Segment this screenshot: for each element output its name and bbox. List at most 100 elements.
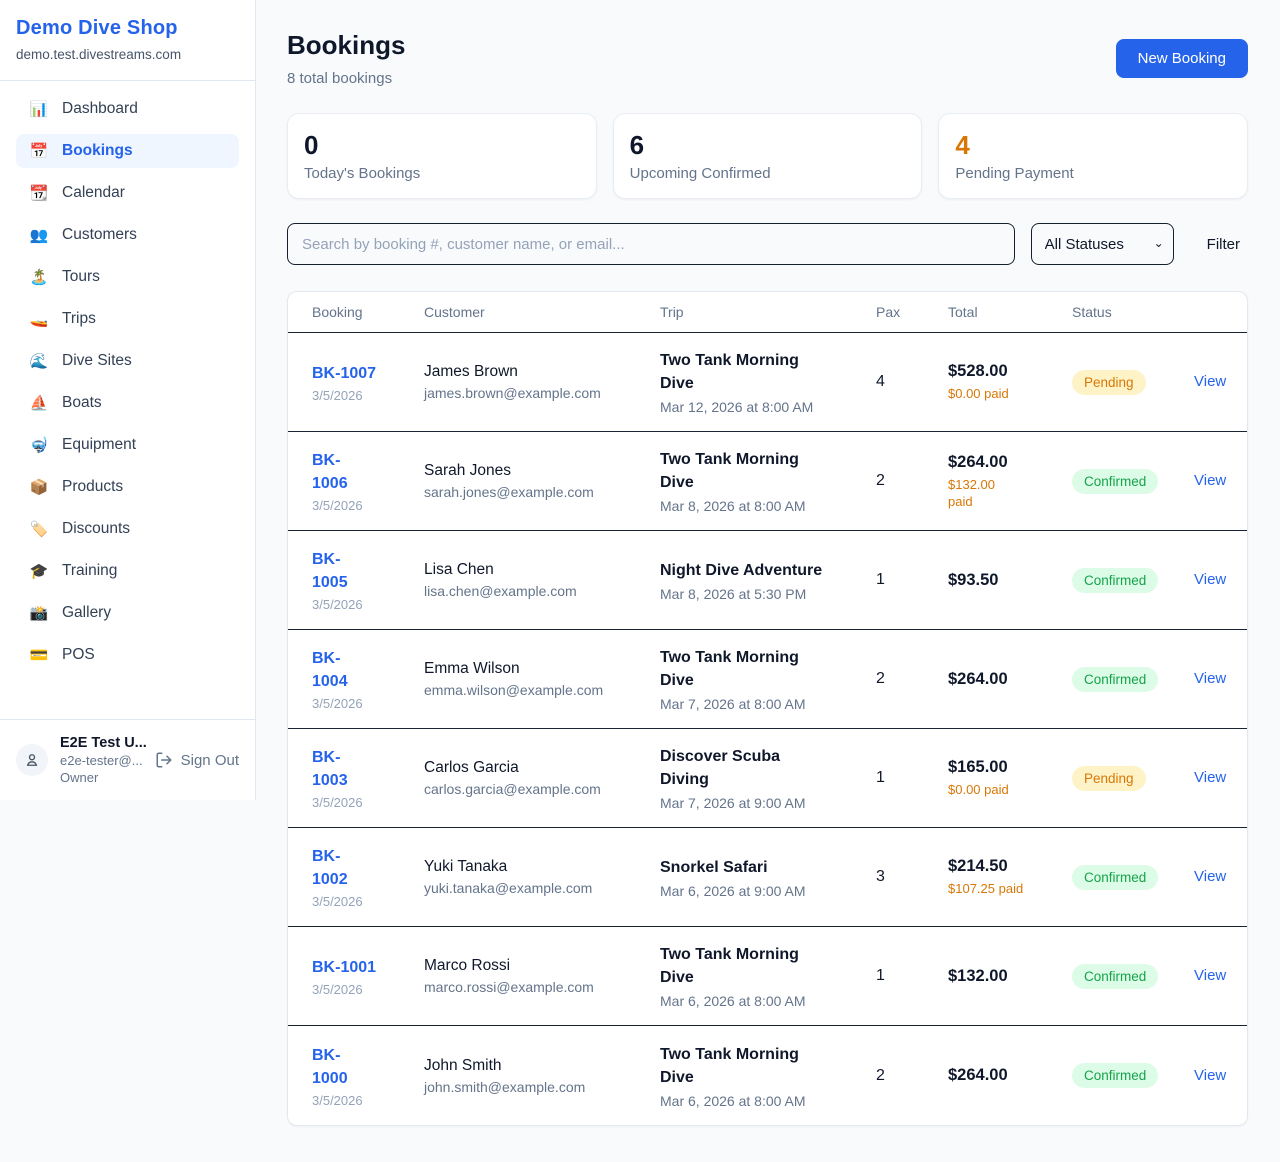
sidebar-item-customers[interactable]: 👥 Customers [16,218,239,252]
user-name: E2E Test U... [60,735,147,751]
booking-id-link[interactable]: BK-1001 [312,958,377,976]
status-badge: Confirmed [1072,963,1159,989]
trip-name: Two Tank Morning Dive [660,946,799,986]
search-input[interactable] [287,223,1015,265]
camera-flash-icon: 📸 [29,605,49,622]
column-header-total: Total [948,304,978,320]
sidebar-item-pos[interactable]: 💳 POS [16,638,239,672]
view-booking-link[interactable]: View [1194,868,1227,885]
status-badge: Confirmed [1072,1063,1159,1088]
trip-name: Two Tank Morning Dive [660,451,799,491]
view-booking-link[interactable]: View [1194,670,1227,687]
total-amount: $132.00 [948,966,1008,985]
paid-amount: $107.25 paid [948,881,1024,896]
sidebar-item-boats[interactable]: ⛵ Boats [16,386,239,420]
booking-date: 3/5/2026 [312,387,363,403]
sidebar-item-training[interactable]: 🎓 Training [16,554,239,588]
paid-amount: $132.00 paid [948,476,995,509]
customer-name: Lisa Chen [424,561,494,578]
total-amount: $93.50 [948,570,999,589]
sidebar-item-label: Bookings [62,142,133,159]
new-booking-button[interactable]: New Booking [1115,39,1248,78]
column-header-status: Status [1072,304,1112,320]
user-info: E2E Test U... e2e-tester@... Owner [60,735,147,785]
status-badge: Pending [1072,765,1146,791]
sidebar-item-dashboard[interactable]: 📊 Dashboard [16,92,239,126]
view-booking-link[interactable]: View [1194,571,1227,588]
booking-id-link[interactable]: BK- 1002 [312,848,348,888]
booking-date: 3/5/2026 [312,498,363,513]
bar-chart-icon: 📊 [29,101,49,118]
table-row: BK- 1004 3/5/2026 Emma Wilson emma.wilso… [288,630,1247,729]
booking-date: 3/5/2026 [312,1092,363,1108]
sidebar-nav: 📊 Dashboard 📅 Bookings 📆 Calendar 👥 Cust… [0,81,255,719]
speedboat-icon: 🚤 [29,311,49,328]
stat-label: Today's Bookings [304,165,421,182]
sidebar-item-label: Dashboard [62,100,138,117]
customer-name: Sarah Jones [424,462,512,479]
booking-id-link[interactable]: BK-1007 [312,364,377,382]
sidebar-item-gallery[interactable]: 📸 Gallery [16,596,239,630]
sidebar-item-products[interactable]: 📦 Products [16,470,239,504]
graduation-cap-icon: 🎓 [29,563,49,580]
customer-name: John Smith [424,1056,502,1074]
status-badge: Pending [1072,369,1146,395]
booking-id-link[interactable]: BK- 1006 [312,452,348,492]
table-row: BK- 1003 3/5/2026 Carlos Garcia carlos.g… [288,729,1247,828]
stat-card: 0 Today's Bookings [287,113,597,199]
package-icon: 📦 [29,479,49,496]
customer-email: sarah.jones@example.com [424,484,594,500]
booking-date: 3/5/2026 [312,795,363,810]
table-row: BK-1007 3/5/2026 James Brown james.brown… [288,333,1247,432]
view-booking-link[interactable]: View [1194,472,1227,489]
booking-id-link[interactable]: BK- 1005 [312,551,348,591]
table-row: BK-1001 3/5/2026 Marco Rossi marco.rossi… [288,927,1247,1026]
status-filter-select[interactable]: All Statuses [1030,223,1174,265]
sidebar-item-calendar[interactable]: 📆 Calendar [16,176,239,210]
sidebar-item-label: Customers [62,226,137,243]
filter-button[interactable]: Filter [1199,236,1248,253]
view-booking-link[interactable]: View [1194,967,1227,984]
trip-name: Two Tank Morning Dive [660,352,799,392]
table-row: BK- 1005 3/5/2026 Lisa Chen lisa.chen@ex… [288,531,1247,630]
customer-name: Carlos Garcia [424,759,519,776]
status-badge: Confirmed [1072,567,1159,593]
column-header-booking: Booking [312,304,363,320]
calendar-icon: 📅 [29,143,49,160]
trip-name: Night Dive Adventure [660,561,823,579]
sidebar-item-trips[interactable]: 🚤 Trips [16,302,239,336]
sign-out-button[interactable]: Sign Out [155,751,239,769]
sidebar-item-tours[interactable]: 🏝️ Tours [16,260,239,294]
sidebar-item-dive-sites[interactable]: 🌊 Dive Sites [16,344,239,378]
sidebar-item-label: POS [62,646,95,663]
table-row: BK- 1000 3/5/2026 John Smith john.smith@… [288,1026,1247,1125]
bookings-table: Booking Customer Trip Pax Total Status B… [287,291,1248,1126]
trip-datetime: Mar 6, 2026 at 8:00 AM [660,993,806,1009]
table-header-row: Booking Customer Trip Pax Total Status [288,292,1247,333]
customer-name: Yuki Tanaka [424,858,508,875]
status-badge: Confirmed [1072,864,1159,890]
trip-datetime: Mar 6, 2026 at 8:00 AM [660,1092,806,1109]
sidebar-item-label: Tours [62,268,100,285]
booking-id-link[interactable]: BK- 1003 [312,749,348,789]
main-content: Bookings 8 total bookings New Booking 0 … [256,0,1280,1162]
sidebar-item-equipment[interactable]: 🤿 Equipment [16,428,239,462]
person-icon [26,754,38,766]
stat-label: Upcoming Confirmed [629,165,771,182]
sidebar-item-bookings[interactable]: 📅 Bookings [16,134,239,168]
sidebar-item-label: Training [62,562,118,579]
booking-date: 3/5/2026 [312,696,363,711]
view-booking-link[interactable]: View [1194,1066,1227,1084]
total-amount: $264.00 [948,1066,1008,1084]
sidebar-item-discounts[interactable]: 🏷️ Discounts [16,512,239,546]
view-booking-link[interactable]: View [1194,373,1227,390]
sidebar-header: Demo Dive Shop demo.test.divestreams.com [0,0,255,81]
trip-name: Two Tank Morning Dive [660,649,799,689]
people-icon: 👥 [29,227,49,244]
booking-id-link[interactable]: BK- 1004 [312,650,348,690]
customer-email: john.smith@example.com [424,1078,586,1095]
trip-name: Two Tank Morning Dive [660,1045,799,1086]
view-booking-link[interactable]: View [1194,769,1227,786]
sign-out-label: Sign Out [180,751,239,769]
booking-id-link[interactable]: BK- 1000 [312,1046,348,1087]
